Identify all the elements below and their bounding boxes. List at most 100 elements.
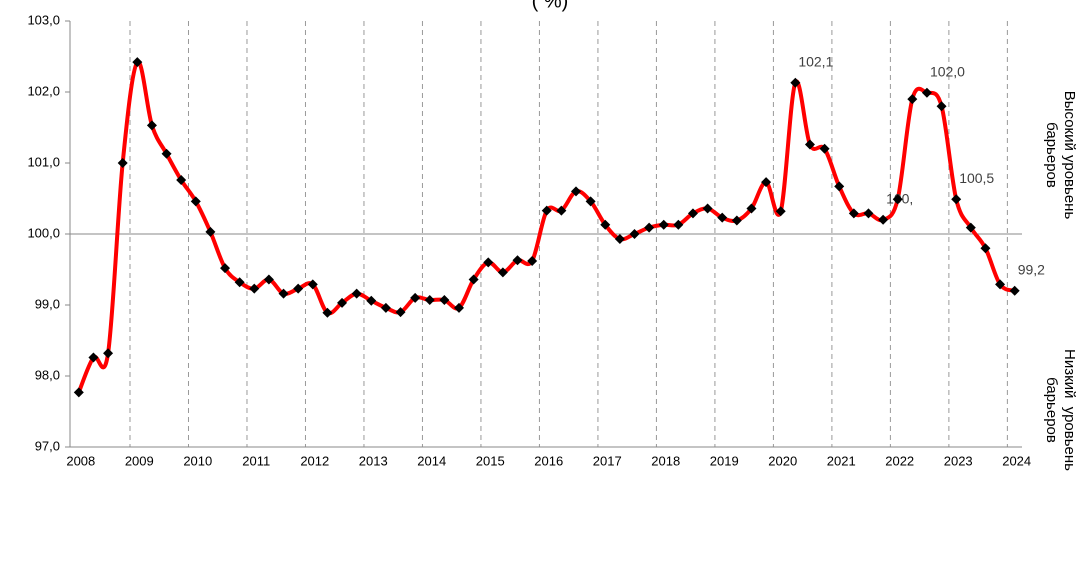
point-marker bbox=[585, 196, 596, 207]
x-tick-label: 2009 bbox=[125, 453, 154, 468]
point-marker bbox=[73, 387, 84, 398]
x-tick-label: 2012 bbox=[300, 453, 329, 468]
point-marker bbox=[995, 279, 1006, 290]
point-marker bbox=[746, 203, 757, 214]
y-tick-label: 99,0 bbox=[35, 296, 60, 311]
data-label: 102,0 bbox=[930, 63, 965, 79]
y-tick-label: 101,0 bbox=[27, 154, 60, 169]
point-marker bbox=[819, 143, 830, 154]
point-marker bbox=[658, 219, 669, 230]
y-tick-label: 103,0 bbox=[27, 12, 60, 27]
point-marker bbox=[468, 274, 479, 285]
point-marker bbox=[673, 219, 684, 230]
x-tick-label: 2011 bbox=[242, 453, 270, 468]
point-marker bbox=[293, 283, 304, 294]
y-tick-label: 98,0 bbox=[35, 367, 60, 382]
x-tick-label: 2024 bbox=[1002, 453, 1031, 468]
point-marker bbox=[439, 295, 450, 306]
x-tick-label: 2023 bbox=[944, 453, 973, 468]
x-tick-label: 2022 bbox=[885, 453, 914, 468]
point-marker bbox=[863, 208, 874, 219]
point-marker bbox=[629, 229, 640, 239]
series-line bbox=[76, 60, 1016, 394]
data-label: 102,1 bbox=[798, 53, 833, 69]
annotation-line: барьеров bbox=[1043, 377, 1060, 443]
annotation-line: Высокий уровьень bbox=[1061, 91, 1078, 220]
point-marker bbox=[878, 214, 889, 225]
point-marker bbox=[775, 206, 786, 217]
x-tick-label: 2008 bbox=[66, 453, 95, 468]
x-tick-label: 2016 bbox=[534, 453, 563, 468]
y-tick-label: 102,0 bbox=[27, 83, 60, 98]
point-marker bbox=[951, 194, 962, 205]
point-marker bbox=[980, 243, 991, 254]
point-marker bbox=[614, 233, 625, 244]
point-marker bbox=[483, 257, 494, 268]
point-marker bbox=[790, 77, 801, 88]
x-tick-label: 2018 bbox=[651, 453, 680, 468]
point-marker bbox=[907, 94, 918, 105]
point-marker bbox=[351, 288, 362, 299]
data-label: 99,2 bbox=[1018, 262, 1045, 278]
point-marker bbox=[249, 283, 260, 294]
point-marker bbox=[731, 215, 742, 226]
point-marker bbox=[965, 222, 976, 233]
point-marker bbox=[687, 208, 698, 219]
point-marker bbox=[556, 205, 567, 216]
point-marker bbox=[570, 186, 581, 197]
point-marker bbox=[176, 175, 187, 186]
point-marker bbox=[410, 292, 421, 303]
point-marker bbox=[600, 219, 611, 230]
point-marker bbox=[702, 203, 713, 214]
point-marker bbox=[804, 139, 815, 150]
point-marker bbox=[380, 302, 391, 313]
annotation-line: Низкий уровьень bbox=[1061, 349, 1078, 471]
point-marker bbox=[497, 267, 508, 278]
point-marker bbox=[103, 348, 114, 359]
point-marker bbox=[395, 307, 406, 318]
data-label: 100,5 bbox=[959, 170, 994, 186]
point-marker bbox=[936, 101, 947, 112]
y-tick-label: 97,0 bbox=[35, 438, 60, 453]
x-tick-label: 2019 bbox=[710, 453, 739, 468]
point-marker bbox=[527, 255, 538, 266]
chart-title: ( %) bbox=[532, 0, 569, 12]
point-marker bbox=[848, 208, 859, 219]
point-marker bbox=[337, 297, 348, 308]
point-marker bbox=[717, 212, 728, 223]
point-marker bbox=[190, 196, 201, 207]
point-marker bbox=[834, 181, 845, 192]
point-marker bbox=[366, 295, 377, 306]
point-marker bbox=[161, 148, 172, 159]
x-tick-label: 2021 bbox=[827, 453, 856, 468]
point-marker bbox=[322, 307, 333, 318]
point-marker bbox=[88, 352, 99, 363]
point-marker bbox=[921, 87, 932, 98]
point-marker bbox=[205, 226, 216, 237]
annotation-line: барьеров bbox=[1043, 122, 1060, 188]
point-marker bbox=[1009, 285, 1020, 296]
point-marker bbox=[424, 295, 435, 306]
x-tick-label: 2014 bbox=[417, 453, 446, 468]
x-tick-label: 2020 bbox=[768, 453, 797, 468]
point-marker bbox=[512, 255, 523, 266]
point-marker bbox=[117, 158, 128, 168]
x-tick-label: 2013 bbox=[359, 453, 388, 468]
point-marker bbox=[541, 205, 552, 216]
point-marker bbox=[307, 279, 318, 290]
point-marker bbox=[644, 222, 655, 233]
point-marker bbox=[132, 57, 143, 68]
x-tick-label: 2017 bbox=[593, 453, 622, 468]
point-marker bbox=[220, 263, 231, 274]
y-tick-label: 100,0 bbox=[27, 225, 60, 240]
point-marker bbox=[278, 288, 289, 299]
point-marker bbox=[146, 120, 157, 131]
point-marker bbox=[234, 277, 245, 288]
point-marker bbox=[761, 177, 772, 188]
x-tick-label: 2015 bbox=[476, 453, 505, 468]
point-marker bbox=[454, 302, 465, 313]
point-marker bbox=[892, 194, 903, 205]
